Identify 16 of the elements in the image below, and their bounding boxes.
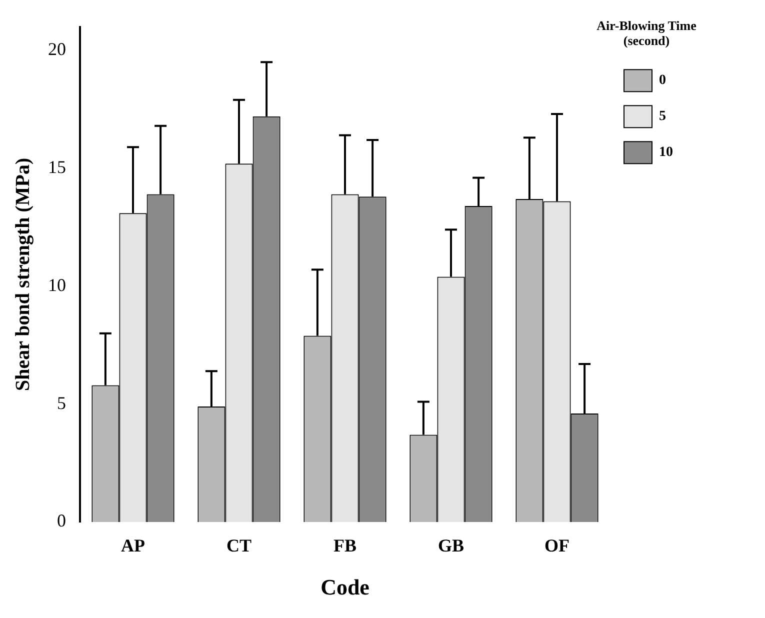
x-tick-label: AP: [121, 535, 145, 556]
y-tick-label: 5: [57, 392, 66, 413]
x-tick-label: CT: [226, 535, 252, 556]
y-tick-label: 15: [48, 157, 66, 178]
y-axis-title: Shear bond strength (MPa): [12, 158, 34, 391]
legend-label: 0: [659, 73, 666, 88]
legend-label: 5: [659, 109, 666, 124]
y-tick-label: 10: [48, 274, 66, 295]
x-tick-label: FB: [333, 535, 357, 556]
legend-title: Air-Blowing Time (second): [596, 18, 698, 48]
x-tick-label: GB: [438, 535, 464, 556]
x-axis-title: Code: [320, 574, 370, 600]
x-tick-label: OF: [544, 535, 570, 556]
y-tick-label: 20: [48, 39, 66, 60]
y-tick-label: 0: [57, 510, 66, 531]
legend-label: 10: [659, 145, 673, 160]
